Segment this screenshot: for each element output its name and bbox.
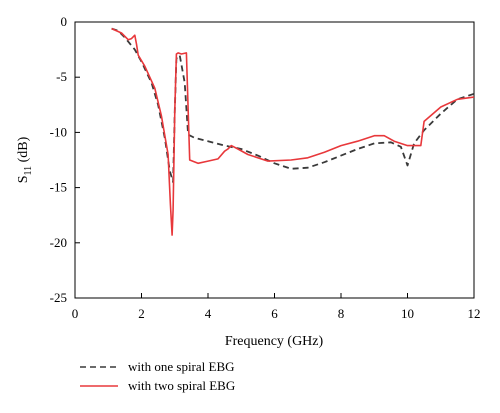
y-tick-label: -5 <box>56 69 67 84</box>
y-tick-label: 0 <box>61 14 68 29</box>
series-line-2 <box>111 27 475 236</box>
series-layer <box>111 27 475 236</box>
x-tick-label: 0 <box>72 306 79 321</box>
legend-label-2: with two spiral EBG <box>128 378 235 393</box>
x-tick-label: 12 <box>468 306 481 321</box>
x-tick-label: 6 <box>271 306 278 321</box>
y-axis-ticks: 0 -5 -10 -15 -20 -25 <box>50 14 80 305</box>
y-tick-label: -10 <box>50 124 67 139</box>
x-tick-label: 10 <box>401 306 414 321</box>
x-axis-ticks: 0 2 4 6 8 10 12 <box>72 293 481 321</box>
y-axis-title-main: S <box>16 176 31 184</box>
legend: with one spiral EBG with two spiral EBG <box>80 359 235 393</box>
x-tick-label: 4 <box>205 306 212 321</box>
x-tick-label: 8 <box>338 306 345 321</box>
x-tick-label: 2 <box>138 306 145 321</box>
y-tick-label: -20 <box>50 235 67 250</box>
y-tick-label: -15 <box>50 180 67 195</box>
y-axis-title: S11 (dB) <box>16 136 34 183</box>
y-axis-title-suffix: (dB) <box>16 136 31 166</box>
legend-label-1: with one spiral EBG <box>128 359 235 374</box>
x-axis-title: Frequency (GHz) <box>225 334 324 349</box>
series-line-1 <box>111 27 475 183</box>
y-tick-label: -25 <box>50 290 67 305</box>
y-axis-title-subscript: 11 <box>23 166 34 176</box>
